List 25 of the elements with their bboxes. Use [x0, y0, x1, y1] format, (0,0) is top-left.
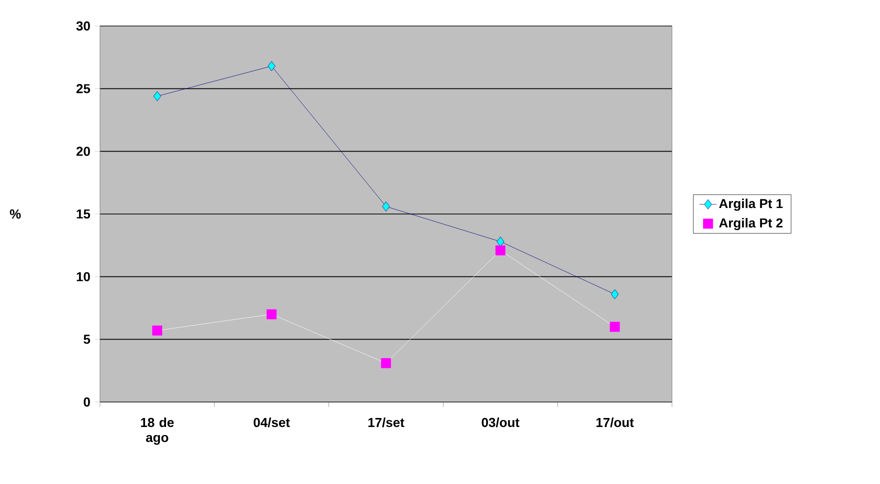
y-tick-label: 15 [76, 209, 90, 219]
y-tick-label: 10 [76, 272, 90, 282]
point [611, 289, 619, 300]
point [381, 358, 391, 368]
x-tick-label: 04/set [254, 418, 290, 428]
point [152, 326, 162, 336]
legend-label: Argila Pt 1 [719, 198, 783, 211]
point [610, 322, 620, 332]
y-tick-label: 0 [84, 397, 90, 407]
y-tick-label: 25 [76, 84, 90, 94]
point [153, 91, 161, 102]
x-tick-label: 03/out [482, 418, 520, 428]
legend-label: Argila Pt 2 [719, 218, 783, 230]
point [268, 61, 276, 72]
point [266, 309, 277, 320]
x-tick-label: 17/out [596, 418, 634, 428]
point [495, 245, 506, 256]
x-tick-label: 18 de ago [141, 418, 174, 445]
y-tick-label: 20 [76, 146, 90, 156]
point [496, 236, 504, 247]
y-tick-label: 30 [76, 21, 90, 31]
y-tick-label: 5 [84, 334, 90, 344]
x-tick-label: 17/set [368, 418, 404, 428]
point [382, 201, 390, 212]
y-axis-title: % [10, 209, 21, 219]
